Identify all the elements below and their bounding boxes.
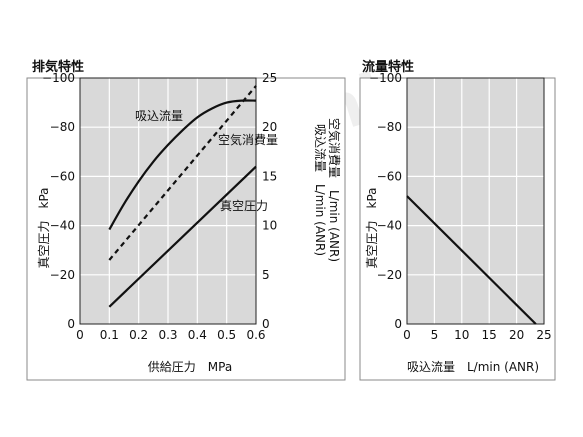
y2-axis-title-suction: 吸込流量 L/min (ANR) — [313, 124, 327, 256]
y-tick-label: −20 — [377, 268, 402, 282]
x-tick-label: 0.5 — [217, 328, 236, 342]
plot-background — [406, 77, 545, 325]
y-tick-label: 0 — [67, 317, 75, 331]
y-axis-title-flow: 真空圧力 kPa — [365, 187, 379, 268]
plot-border — [79, 77, 257, 325]
chart-title-exhaust: 排気特性 — [32, 59, 84, 75]
y2-axis-title-consumption: 空気消費量 L/min (ANR) — [327, 118, 342, 262]
flow-characteristics-panel: 流量特性 0 5 10 15 20 25 0 −20 −40 −60 −80 −100 吸込流量 L/… — [359, 59, 556, 381]
x-tick-label: 0.4 — [188, 328, 207, 342]
x-tick-label: 0 — [76, 328, 84, 342]
x-tick-label: 0.3 — [158, 328, 177, 342]
x-tick-label: 15 — [482, 328, 497, 342]
flow-plot-area: 0 5 10 15 20 25 0 −20 −40 −60 −80 −100 — [369, 71, 552, 342]
y2-tick-label: 5 — [262, 268, 270, 282]
y-tick-label: −80 — [50, 120, 75, 134]
x-tick-label: 0 — [403, 328, 411, 342]
y-tick-label: −80 — [377, 120, 402, 134]
series-line-0 — [108, 99, 257, 231]
y-tick-label: −60 — [377, 169, 402, 183]
x-axis-title-flow: 吸込流量 L/min (ANR) — [407, 360, 539, 374]
plot-border — [406, 77, 545, 325]
x-axis-title-exhaust: 供給圧力 MPa — [148, 360, 232, 374]
y2-tick-label: 15 — [262, 169, 277, 183]
y-tick-label: −60 — [50, 169, 75, 183]
chart-title-flow: 流量特性 — [362, 59, 414, 75]
x-tick-label: 10 — [454, 328, 469, 342]
exhaust-characteristics-panel: 排気特性 0 0.1 0.2 0.3 0.4 0.5 0.60−20−40−60−80−10… — [26, 59, 346, 381]
series-line-2 — [108, 165, 257, 308]
series-line-0 — [406, 195, 537, 325]
x-tick-label: 25 — [536, 328, 551, 342]
x-tick-label: 20 — [509, 328, 524, 342]
y-axis-title-exhaust: 真空圧力 kPa — [37, 187, 51, 268]
y2-tick-label: 10 — [262, 219, 277, 233]
y-tick-label: −20 — [50, 268, 75, 282]
x-tick-label: 0.2 — [129, 328, 148, 342]
y-tick-label: 0 — [394, 317, 402, 331]
exhaust-plot-area: 0 0.1 0.2 0.3 0.4 0.5 0.60−20−40−60−80−1000510… — [42, 71, 277, 342]
x-tick-label: 0.1 — [100, 328, 119, 342]
annotation-vacuum-pressure: 真空圧力 — [220, 199, 268, 213]
annotation-suction-flow: 吸込流量 — [135, 109, 183, 123]
y-tick-label: −100 — [369, 71, 402, 85]
series-line-1 — [108, 85, 257, 261]
y2-tick-label: 25 — [262, 71, 277, 85]
y-tick-label: −40 — [377, 219, 402, 233]
annotation-air-consumption: 空気消費量 — [218, 132, 278, 147]
x-tick-label: 0.6 — [246, 328, 265, 342]
x-tick-label: 5 — [431, 328, 439, 342]
y2-tick-label: 0 — [262, 317, 270, 331]
y2-tick-label: 20 — [262, 120, 277, 134]
y-tick-label: −40 — [50, 219, 75, 233]
y-tick-label: −100 — [42, 71, 75, 85]
